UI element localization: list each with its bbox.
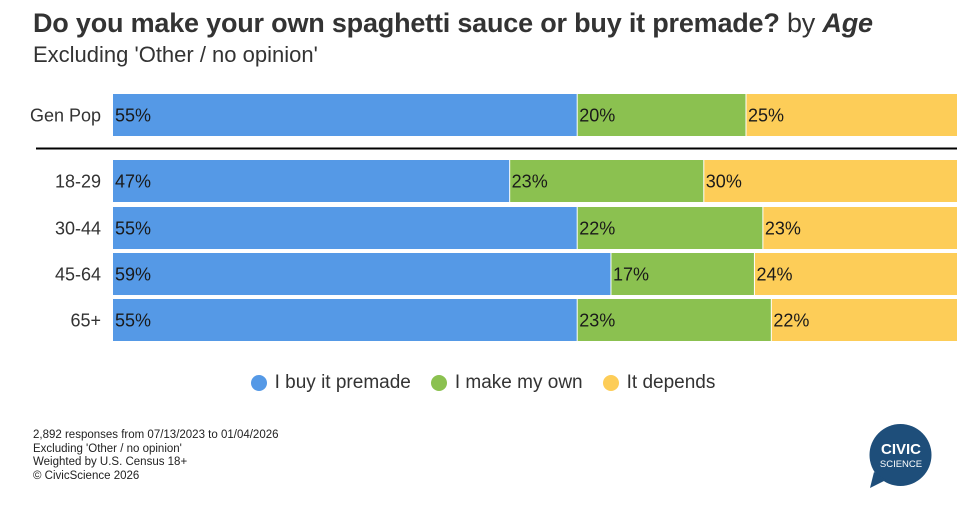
footer-copyright: © CivicScience 2026: [33, 469, 140, 482]
legend-label-buy: I buy it premade: [274, 372, 411, 393]
data-label-45-64-make: 17%: [613, 265, 649, 285]
logo-word-science: SCIENCE: [880, 459, 922, 470]
bar-45-64-make[interactable]: [610, 253, 755, 295]
legend-item-make[interactable]: I make my own: [430, 372, 583, 394]
bar-65--buy[interactable]: [113, 299, 578, 341]
bar-45-64-buy[interactable]: [113, 253, 611, 295]
data-label-18-29-make: 23%: [512, 172, 548, 192]
logo-word-civic: CIVIC: [881, 441, 921, 458]
title-question: Do you make your own spaghetti sauce or …: [33, 8, 780, 38]
data-label-65--make: 23%: [579, 311, 615, 331]
bar-65--depends[interactable]: [771, 299, 957, 341]
data-label-30-44-make: 22%: [579, 219, 615, 239]
bar-45-64-depends[interactable]: [754, 253, 957, 295]
data-label-30-44-depends: 23%: [765, 219, 801, 239]
legend-swatch-buy: [250, 375, 267, 391]
data-label-gen-pop-buy: 55%: [115, 106, 151, 126]
chart-title: Do you make your own spaghetti sauce or …: [33, 8, 873, 39]
data-label-45-64-depends: 24%: [756, 265, 792, 285]
legend-item-depends[interactable]: It depends: [602, 372, 716, 394]
title-by: by: [786, 8, 816, 38]
legend-swatch-depends: [602, 375, 619, 391]
bar-18-29-buy[interactable]: [113, 160, 510, 202]
legend-label-make: I make my own: [454, 372, 583, 393]
data-label-18-29-depends: 30%: [706, 172, 742, 192]
legend-label-depends: It depends: [626, 372, 716, 393]
data-label-45-64-buy: 59%: [115, 265, 151, 285]
legend-swatch-make: [430, 375, 447, 391]
data-label-65--depends: 22%: [773, 311, 809, 331]
data-label-18-29-buy: 47%: [115, 172, 151, 192]
bar-18-29-depends[interactable]: [703, 160, 957, 202]
data-label-65--buy: 55%: [115, 311, 151, 331]
category-label-45-64: 45-64: [55, 265, 101, 285]
bar-65--make[interactable]: [577, 299, 772, 341]
bar-30-44-depends[interactable]: [762, 207, 957, 249]
footer-responses: 2,892 responses from 07/13/2023 to 01/04…: [33, 429, 279, 441]
bar-30-44-buy[interactable]: [113, 207, 578, 249]
bar-18-29-make[interactable]: [509, 160, 704, 202]
footer-notes: 2,892 responses from 07/13/2023 to 01/04…: [33, 429, 279, 483]
category-label-65-: 65+: [70, 311, 101, 331]
legend-item-buy[interactable]: I buy it premade: [250, 372, 411, 394]
legend: I buy it premade I make my own It depend…: [0, 372, 966, 394]
chart-subtitle: Excluding 'Other / no opinion': [33, 42, 318, 67]
bar-30-44-make[interactable]: [577, 207, 763, 249]
bars-group: Gen Pop 55% 20% 25% 18-29 47% 23% 30% 30-44 55% 22…: [30, 94, 957, 341]
category-label-gen-pop: Gen Pop: [30, 106, 101, 126]
bar-gen-pop-buy[interactable]: [113, 94, 578, 136]
title-dimension: Age: [822, 8, 873, 38]
category-label-18-29: 18-29: [55, 172, 101, 192]
stacked-bar-chart: Gen Pop 55% 20% 25% 18-29 47% 23% 30% 30-44 55% 22…: [30, 94, 957, 341]
footer-weighting: Weighted by U.S. Census 18+: [33, 456, 188, 469]
bar-gen-pop-make[interactable]: [577, 94, 746, 136]
civicscience-logo[interactable]: CIVIC SCIENCE: [864, 422, 937, 495]
footer-excluding: Excluding 'Other / no opinion': [33, 442, 182, 455]
bar-gen-pop-depends[interactable]: [746, 94, 957, 136]
category-label-30-44: 30-44: [55, 219, 101, 239]
data-label-30-44-buy: 55%: [115, 219, 151, 239]
data-label-gen-pop-depends: 25%: [748, 106, 784, 126]
data-label-gen-pop-make: 20%: [579, 106, 615, 126]
